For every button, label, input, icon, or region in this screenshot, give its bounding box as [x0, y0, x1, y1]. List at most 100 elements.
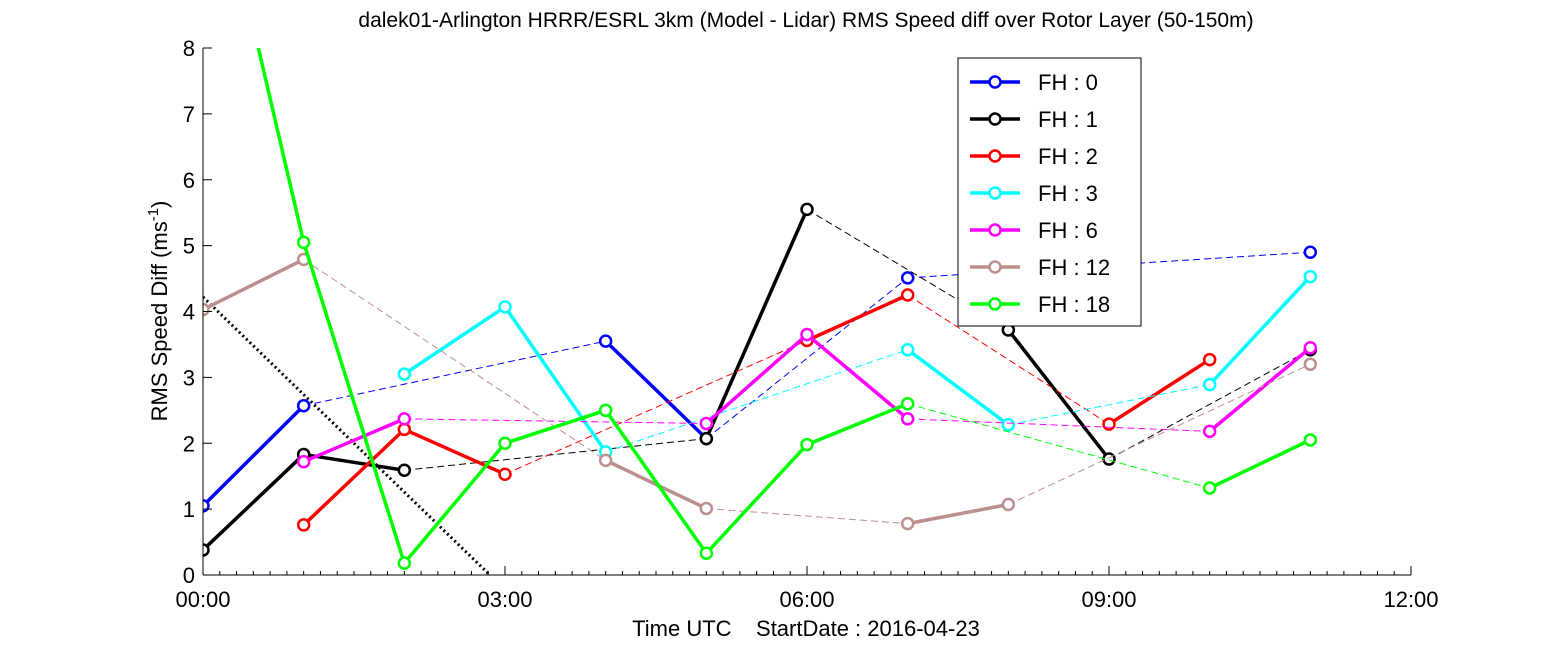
- data-point: [598, 453, 613, 468]
- legend-swatch-marker: [988, 149, 1002, 163]
- legend-swatch-marker: [988, 112, 1002, 126]
- x-axis-label: Time UTC StartDate : 2016-04-23: [632, 616, 980, 641]
- series-segment: [1208, 346, 1312, 433]
- series-gap-segment: [303, 340, 606, 407]
- data-point: [1102, 417, 1116, 431]
- legend-item: FH : 1: [970, 107, 1098, 132]
- legend-swatch-marker: [988, 223, 1002, 237]
- series-gap-segment: [404, 418, 707, 424]
- legend-item: FH : 2: [970, 144, 1098, 169]
- series-segment: [704, 208, 809, 440]
- legend-label: FH : 0: [1038, 70, 1098, 95]
- series-segment: [705, 443, 809, 555]
- data-point: [598, 403, 613, 418]
- data-point: [900, 288, 915, 302]
- data-point: [900, 412, 915, 426]
- y-tick-label: 0: [183, 563, 195, 588]
- data-point: [598, 334, 613, 348]
- series-segment: [805, 333, 909, 421]
- series-segment: [1208, 438, 1312, 490]
- y-tick-label: 7: [183, 102, 195, 127]
- y-tick-label: 6: [183, 168, 195, 193]
- series-segment: [302, 417, 406, 464]
- legend-item: FH : 3: [970, 181, 1098, 206]
- series-fh-1: [203, 202, 1318, 557]
- data-point: [203, 302, 210, 317]
- legend-label: FH : 12: [1038, 255, 1110, 280]
- series-segment: [503, 305, 608, 453]
- data-point: [1202, 481, 1217, 495]
- series-segment: [1006, 328, 1111, 461]
- data-point: [900, 271, 915, 285]
- series-layer: [203, 48, 1318, 575]
- series-segment: [604, 339, 708, 440]
- x-tick-label: 03:00: [477, 587, 532, 612]
- series-gap-segment: [1008, 384, 1210, 426]
- series-segment: [403, 305, 506, 376]
- data-point: [397, 412, 412, 426]
- legend-label: FH : 3: [1038, 181, 1098, 206]
- legend-item: FH : 0: [970, 70, 1098, 95]
- data-point: [800, 437, 814, 452]
- data-point: [1001, 418, 1016, 432]
- data-point: [296, 454, 311, 469]
- legend-label: FH : 6: [1038, 218, 1098, 243]
- data-point: [900, 396, 915, 411]
- data-point: [1303, 340, 1318, 355]
- series-segment: [705, 333, 809, 425]
- data-point: [1202, 352, 1217, 367]
- y-axis-label-sup: -1: [145, 208, 162, 221]
- legend-label: FH : 18: [1038, 292, 1110, 317]
- data-point: [203, 543, 210, 557]
- data-point: [900, 516, 915, 531]
- series-gap-segment: [1008, 363, 1311, 505]
- data-point: [203, 499, 210, 513]
- series-segment: [504, 408, 607, 445]
- series-segment: [907, 502, 1009, 526]
- series-fh-3: [397, 269, 1318, 459]
- data-point: [498, 467, 512, 481]
- series-fh-0: [203, 245, 1318, 513]
- y-tick-label: 5: [183, 234, 195, 259]
- data-point: [900, 342, 915, 357]
- series-segment: [403, 427, 506, 476]
- legend-swatch-marker: [988, 297, 1002, 311]
- data-point: [397, 463, 412, 478]
- y-tick-label: 4: [183, 300, 195, 325]
- series-segment: [203, 257, 305, 312]
- x-tick-label: 00:00: [175, 587, 230, 612]
- legend-item: FH : 18: [970, 292, 1110, 317]
- series-gap-segment: [504, 340, 808, 475]
- series-segment: [203, 404, 305, 508]
- x-tick-label: 12:00: [1383, 587, 1438, 612]
- dotted-reference-line: [203, 295, 491, 575]
- data-point: [397, 367, 412, 381]
- data-point: [498, 436, 512, 450]
- data-point: [296, 398, 311, 413]
- data-point: [699, 431, 714, 446]
- legend-item: FH : 12: [970, 255, 1110, 280]
- series-segment: [604, 409, 708, 555]
- data-point: [1303, 245, 1318, 259]
- y-tick-label: 3: [183, 365, 195, 390]
- data-point: [1303, 357, 1318, 371]
- chart-title: dalek01-Arlington HRRR/ESRL 3km (Model -…: [358, 9, 1253, 32]
- series-fh-2: [296, 288, 1217, 532]
- data-point: [1202, 424, 1217, 439]
- series-segment: [302, 428, 406, 527]
- data-point: [1303, 433, 1318, 447]
- y-axis-label: RMS Speed Diff (ms-1): [145, 201, 172, 422]
- y-axis-label-main: RMS Speed Diff (ms: [147, 221, 172, 421]
- series-gap-segment: [907, 418, 1210, 432]
- series-gap-segment: [1108, 349, 1311, 460]
- plot-area: 00:00 03:00 06:00 09:00 12:00 0 1 2 3 4 5 6 7 8: [175, 36, 1438, 612]
- legend-swatch-marker: [988, 75, 1002, 89]
- series-gap-segment: [706, 277, 908, 440]
- series-gap-segment: [605, 349, 908, 453]
- y-tick-label: 2: [183, 431, 195, 456]
- series-segment: [806, 402, 909, 447]
- data-point: [397, 556, 412, 570]
- series-gap-segment: [706, 507, 908, 525]
- data-point: [800, 327, 814, 342]
